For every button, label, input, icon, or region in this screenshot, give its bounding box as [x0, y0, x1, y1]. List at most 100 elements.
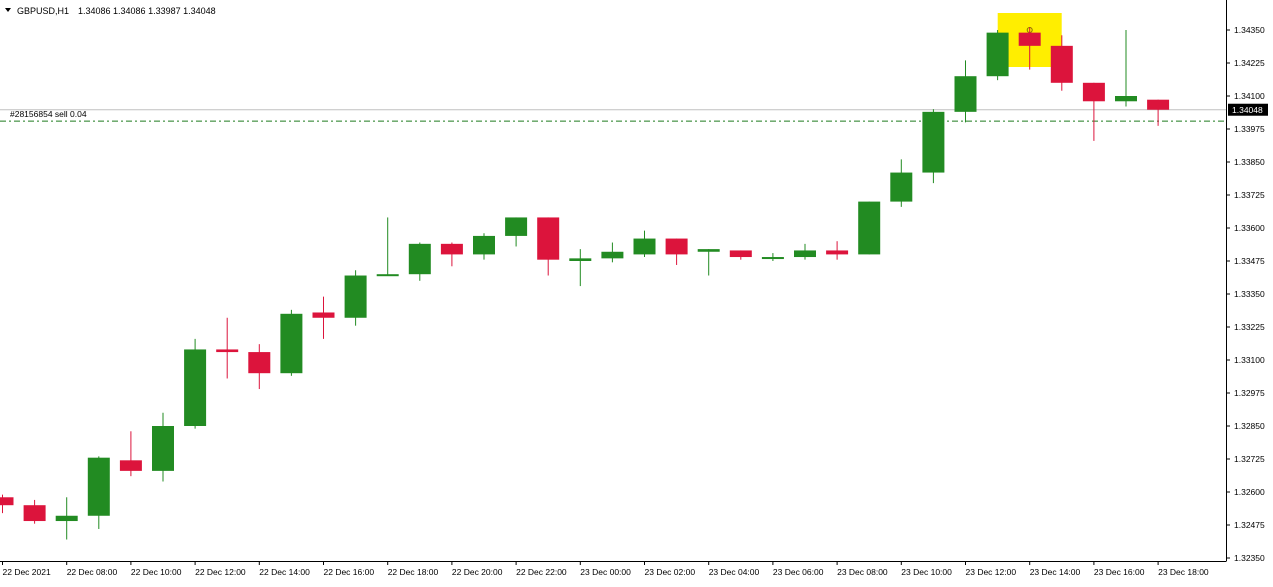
candle[interactable] [697, 249, 720, 276]
candle[interactable] [1050, 35, 1073, 91]
price-tick-label: 1.34100 [1234, 91, 1265, 101]
current-price-tag [1228, 103, 1268, 116]
candle[interactable] [23, 499, 46, 524]
candle-body [1147, 99, 1170, 110]
candle-body [1082, 82, 1105, 102]
candle[interactable] [376, 217, 399, 277]
candle-body [440, 243, 463, 255]
candle[interactable] [986, 30, 1009, 81]
candle[interactable] [954, 60, 977, 123]
candle[interactable] [537, 217, 560, 276]
price-tick-label: 1.33725 [1234, 190, 1265, 200]
candle[interactable] [248, 344, 271, 390]
candle[interactable] [312, 296, 335, 339]
candle[interactable] [569, 249, 592, 287]
candle[interactable] [826, 241, 849, 260]
candle-body [216, 349, 239, 353]
time-tick-label: 23 Dec 14:00 [1030, 567, 1081, 577]
candle-body [0, 497, 14, 506]
price-tick-label: 1.32850 [1234, 421, 1265, 431]
candle-body [23, 505, 46, 522]
price-tick-label: 1.34350 [1234, 25, 1265, 35]
candle-body [633, 238, 656, 255]
candle[interactable] [729, 250, 752, 260]
price-tick-label: 1.32350 [1234, 553, 1265, 563]
time-tick-label: 22 Dec 08:00 [67, 567, 118, 577]
candle[interactable] [1147, 99, 1170, 126]
price-tick-label: 1.33100 [1234, 355, 1265, 365]
candle-body [569, 258, 592, 261]
price-tick-label: 1.33225 [1234, 322, 1265, 332]
candle[interactable] [87, 456, 110, 529]
candle[interactable] [408, 242, 431, 281]
candle[interactable] [55, 497, 78, 540]
time-tick-label: 23 Dec 00:00 [580, 567, 631, 577]
time-tick-label: 22 Dec 22:00 [516, 567, 567, 577]
candle-body [119, 460, 142, 471]
candle-body [55, 515, 78, 522]
candle[interactable] [473, 233, 495, 260]
candle-body [248, 352, 271, 374]
candle[interactable] [665, 238, 688, 265]
candle-body [986, 32, 1009, 77]
time-tick-label: 23 Dec 04:00 [709, 567, 760, 577]
time-tick-label: 22 Dec 12:00 [195, 567, 246, 577]
candle[interactable] [601, 242, 624, 263]
candle-body [1050, 45, 1073, 83]
candle[interactable] [440, 242, 463, 267]
candle-body [890, 172, 913, 202]
candle-body [729, 250, 752, 258]
candle[interactable] [184, 338, 207, 429]
candle[interactable] [794, 243, 816, 260]
candle[interactable] [1115, 30, 1137, 107]
candle-body [184, 349, 207, 426]
candle-body [826, 250, 849, 255]
candle[interactable] [505, 217, 528, 247]
candle-body [473, 235, 495, 255]
price-tick-label: 1.32975 [1234, 388, 1265, 398]
candle[interactable] [922, 109, 945, 184]
time-tick-label: 23 Dec 02:00 [645, 567, 696, 577]
candle-body [922, 111, 945, 173]
symbol-timeframe-label: GBPUSD,H1 [17, 6, 69, 16]
time-tick-label: 23 Dec 16:00 [1094, 567, 1145, 577]
candle[interactable] [0, 494, 14, 514]
candle-body [344, 275, 367, 318]
time-tick-label: 22 Dec 18:00 [388, 567, 439, 577]
candle-body [697, 249, 720, 252]
candle-body [1018, 32, 1041, 46]
candle-body [408, 243, 431, 275]
current-price-label: 1.34048 [1232, 105, 1263, 115]
candle-body [376, 274, 399, 277]
price-tick-label: 1.33600 [1234, 223, 1265, 233]
candle[interactable] [119, 431, 142, 477]
price-tick-label: 1.33975 [1234, 124, 1265, 134]
candle[interactable] [761, 253, 784, 261]
candle[interactable] [344, 270, 367, 326]
ohlc-values-label: 1.34086 1.34086 1.33987 1.34048 [78, 6, 216, 16]
price-tick-label: 1.33850 [1234, 157, 1265, 167]
candle[interactable] [280, 309, 303, 376]
candle-body [280, 313, 303, 374]
symbol-menu-triangle-icon[interactable] [5, 8, 11, 12]
time-tick-label: 22 Dec 16:00 [324, 567, 375, 577]
candle[interactable] [216, 317, 239, 379]
price-tick-label: 1.32475 [1234, 520, 1265, 530]
candle-body [312, 312, 335, 318]
candle-body [1115, 96, 1137, 102]
time-tick-label: 23 Dec 10:00 [901, 567, 952, 577]
time-tick-label: 22 Dec 10:00 [131, 567, 182, 577]
candle[interactable] [890, 159, 913, 207]
price-tick-label: 1.33475 [1234, 256, 1265, 266]
candle[interactable] [633, 230, 656, 258]
candle[interactable] [1018, 27, 1041, 70]
candle[interactable] [1082, 82, 1105, 141]
candle[interactable] [152, 412, 174, 482]
candle-body [505, 217, 528, 236]
time-tick-label: 23 Dec 06:00 [773, 567, 824, 577]
candle[interactable] [858, 201, 881, 255]
candle-body [665, 238, 688, 255]
sell-order-label: #28156854 sell 0.04 [10, 109, 87, 119]
